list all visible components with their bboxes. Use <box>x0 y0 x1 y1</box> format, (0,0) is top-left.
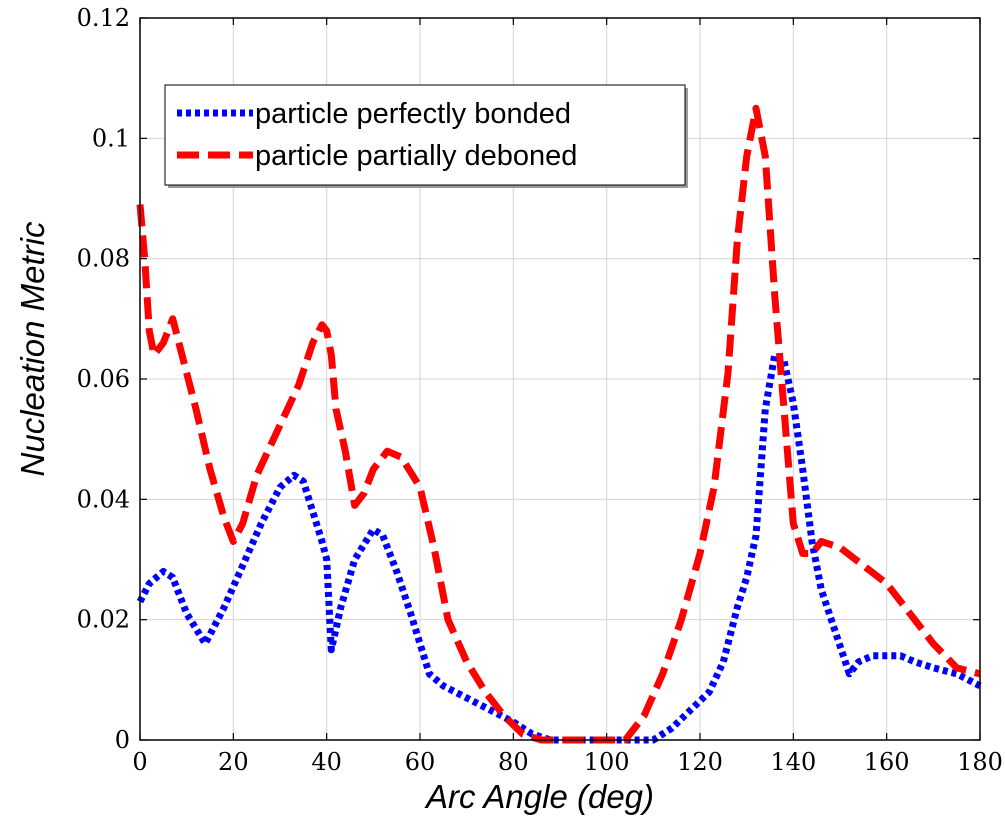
y-tick-label: 0.1 <box>92 124 130 152</box>
y-tick-label: 0.02 <box>77 606 130 634</box>
x-tick-label: 160 <box>864 748 910 776</box>
legend: particle perfectly bonded particle partia… <box>165 85 688 188</box>
y-tick-label: 0.08 <box>77 245 130 273</box>
x-tick-label: 20 <box>218 748 249 776</box>
y-tick-label: 0 <box>115 726 130 754</box>
x-tick-label: 100 <box>584 748 630 776</box>
legend-label-2: particle partially deboned <box>255 140 577 172</box>
y-axis-title: Nucleation Metric <box>14 221 51 476</box>
x-tick-label: 0 <box>132 748 147 776</box>
x-tick-label: 140 <box>770 748 816 776</box>
x-axis-title: Arc Angle (deg) <box>424 778 654 815</box>
x-tick-label: 120 <box>677 748 723 776</box>
y-tick-label: 0.12 <box>77 4 130 32</box>
x-tick-label: 40 <box>311 748 342 776</box>
y-tick-label: 0.04 <box>77 485 130 513</box>
x-tick-label: 60 <box>405 748 436 776</box>
legend-label-1: particle perfectly bonded <box>255 98 571 130</box>
y-tick-label: 0.06 <box>77 365 130 393</box>
x-tick-label: 180 <box>957 748 1003 776</box>
x-tick-label: 80 <box>498 748 529 776</box>
